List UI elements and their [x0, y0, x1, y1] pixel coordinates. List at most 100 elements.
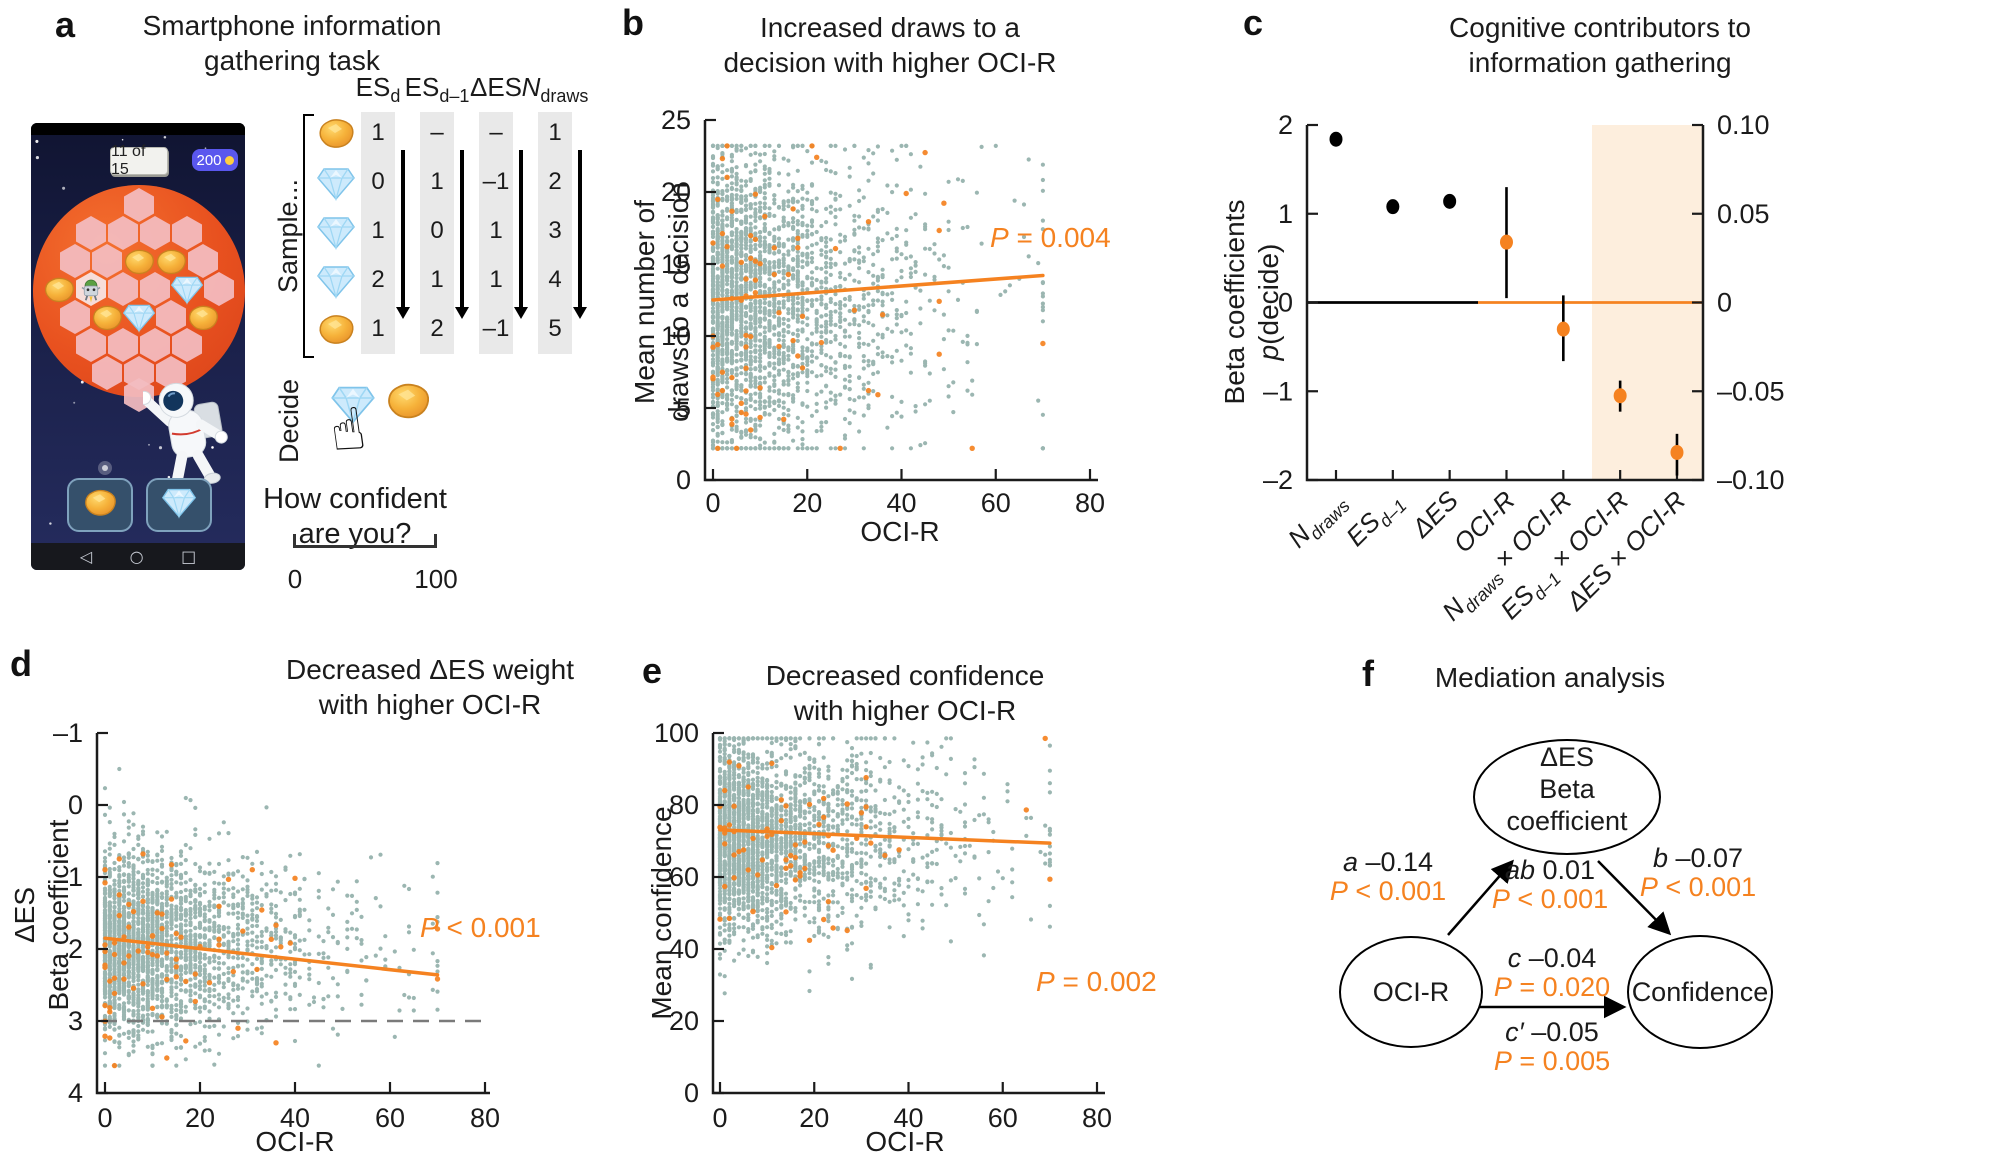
hex-grid: [31, 123, 245, 570]
predictor-node: OCI-R: [1339, 936, 1483, 1048]
path-c-prime-label: c′ –0.05 P = 0.005: [1493, 1017, 1611, 1076]
gold-nugget-icon: [90, 303, 124, 337]
gold-nugget-icon: [82, 487, 118, 523]
table-cell: 1: [430, 266, 444, 293]
table-cell: 1: [548, 119, 562, 146]
table-header: Ndraws: [521, 72, 589, 107]
panel-b-chart: 0 20 40 60 80 0 5 10 15 20 25: [661, 105, 1105, 518]
table-cell: –: [430, 119, 444, 146]
table-cell: 1: [430, 168, 444, 195]
confidence-question: How confident are you?: [263, 483, 447, 550]
gold-nugget-icon: [154, 247, 188, 281]
table-header: ΔES: [469, 72, 523, 102]
category-label: Ndraws​: [1282, 485, 1354, 557]
panel-d-title: Decreased ΔES weight with higher OCI-R: [286, 654, 574, 720]
panel-c-ylabel: Beta coefficients p(decide): [1219, 199, 1284, 405]
hex-tile: [140, 216, 170, 250]
trial-counter-badge: 11 of 15: [110, 143, 168, 178]
panel-c-chart: 210–1–20.100.050–0.05–0.10Ndraws​ESd–1​Δ…: [1263, 110, 1785, 627]
panel-e-title: Decreased confidence with higher OCI-R: [765, 660, 1045, 726]
svg-text:0: 0: [705, 488, 720, 518]
panel-e-points-gray: [717, 736, 1052, 996]
choose-diamond-button: [146, 478, 212, 532]
mediator-node: ΔES Beta coefficient: [1473, 739, 1661, 855]
down-arrow: [514, 150, 528, 319]
hex-tile: [124, 188, 154, 222]
sample-bracket: [303, 114, 314, 358]
nav-back-icon: ◁: [79, 547, 93, 566]
table-cell: 2: [371, 266, 385, 293]
panel-e-pvalue: P = 0.002: [1036, 966, 1157, 997]
panel-b-pvalue: P = 0.004: [990, 222, 1111, 253]
panel-d-letter: d: [10, 643, 32, 684]
diamond-icon: [316, 165, 356, 206]
coefficient-point: [1386, 199, 1400, 215]
phone-status-bar: [31, 123, 245, 135]
coin-icon: [224, 155, 234, 165]
scale-tick-left: [293, 534, 296, 547]
down-arrow: [396, 150, 410, 319]
astronaut-illustration: [137, 378, 243, 501]
gold-nugget-icon: [316, 312, 356, 351]
panel-f-letter: f: [1362, 653, 1374, 694]
category-label: ESd–1​: [1340, 485, 1411, 556]
panel-a-title: Smartphone information gathering task: [142, 10, 442, 76]
diamond-icon: [170, 274, 204, 310]
scale-max-label: 100: [414, 564, 458, 594]
table-cell: –: [489, 119, 503, 146]
table-cell: –1: [482, 168, 510, 195]
table-header: ESd–1: [404, 72, 470, 107]
table-cell: –1: [482, 315, 510, 342]
coefficient-point: [1613, 388, 1627, 404]
table-cell: 0: [430, 217, 444, 244]
score-value: 200: [196, 151, 222, 169]
down-arrow: [455, 150, 469, 319]
table-column-strip: [479, 112, 513, 354]
svg-text:25: 25: [661, 105, 691, 135]
confidence-scale: [293, 545, 437, 548]
table-cell: 1: [489, 266, 503, 293]
panel-d-pvalue: P < 0.001: [420, 912, 541, 943]
panel-d-ylabel: ΔES Beta coefficient: [9, 819, 74, 1011]
gold-nugget-icon: [316, 116, 356, 155]
panel-e-xlabel: OCI-R: [865, 1126, 945, 1157]
svg-text:10: 10: [661, 321, 691, 351]
panel-c-letter: c: [1243, 2, 1264, 43]
hex-tile: [172, 216, 202, 250]
hex-tile: [108, 216, 138, 250]
gold-nugget-icon: [186, 303, 220, 337]
table-cell: 1: [489, 217, 503, 244]
coefficient-point: [1670, 444, 1684, 460]
table-cell: 0: [371, 168, 385, 195]
diamond-icon: [316, 214, 356, 255]
diamond-icon: [330, 383, 376, 429]
panel-a-letter: a: [55, 4, 76, 45]
regression-line: [718, 828, 1052, 845]
table-cell: 2: [548, 168, 562, 195]
path-b-arrow: [1597, 860, 1672, 936]
regression-line: [103, 936, 440, 977]
panel-b-points-gray: [710, 143, 1045, 451]
robot-icon: [76, 274, 106, 309]
table-cell: 1: [371, 315, 385, 342]
svg-text:80: 80: [1075, 488, 1105, 518]
android-nav-bar: ◁ ○ □: [31, 543, 245, 570]
table-cell: 4: [548, 266, 562, 293]
svg-text:0: 0: [676, 465, 691, 495]
table-cell: 2: [430, 315, 444, 342]
gold-nugget-icon: [42, 275, 76, 309]
panel-d-points-gray: [102, 766, 440, 1068]
astronaut-svg: [137, 382, 228, 493]
svg-text:5: 5: [676, 393, 691, 423]
panel-d-xlabel: OCI-R: [255, 1126, 335, 1157]
coefficient-point: [1443, 193, 1457, 209]
scale-tick-right: [434, 534, 437, 547]
table-column-strip: [538, 112, 572, 354]
nav-home-icon: ○: [129, 547, 144, 566]
table-column-strip: [361, 112, 395, 354]
path-a-label: a –0.14 P < 0.001: [1329, 847, 1447, 906]
smartphone-screenshot: 11 of 15 200 ◁ ○ □: [31, 123, 245, 570]
svg-text:60: 60: [981, 488, 1011, 518]
